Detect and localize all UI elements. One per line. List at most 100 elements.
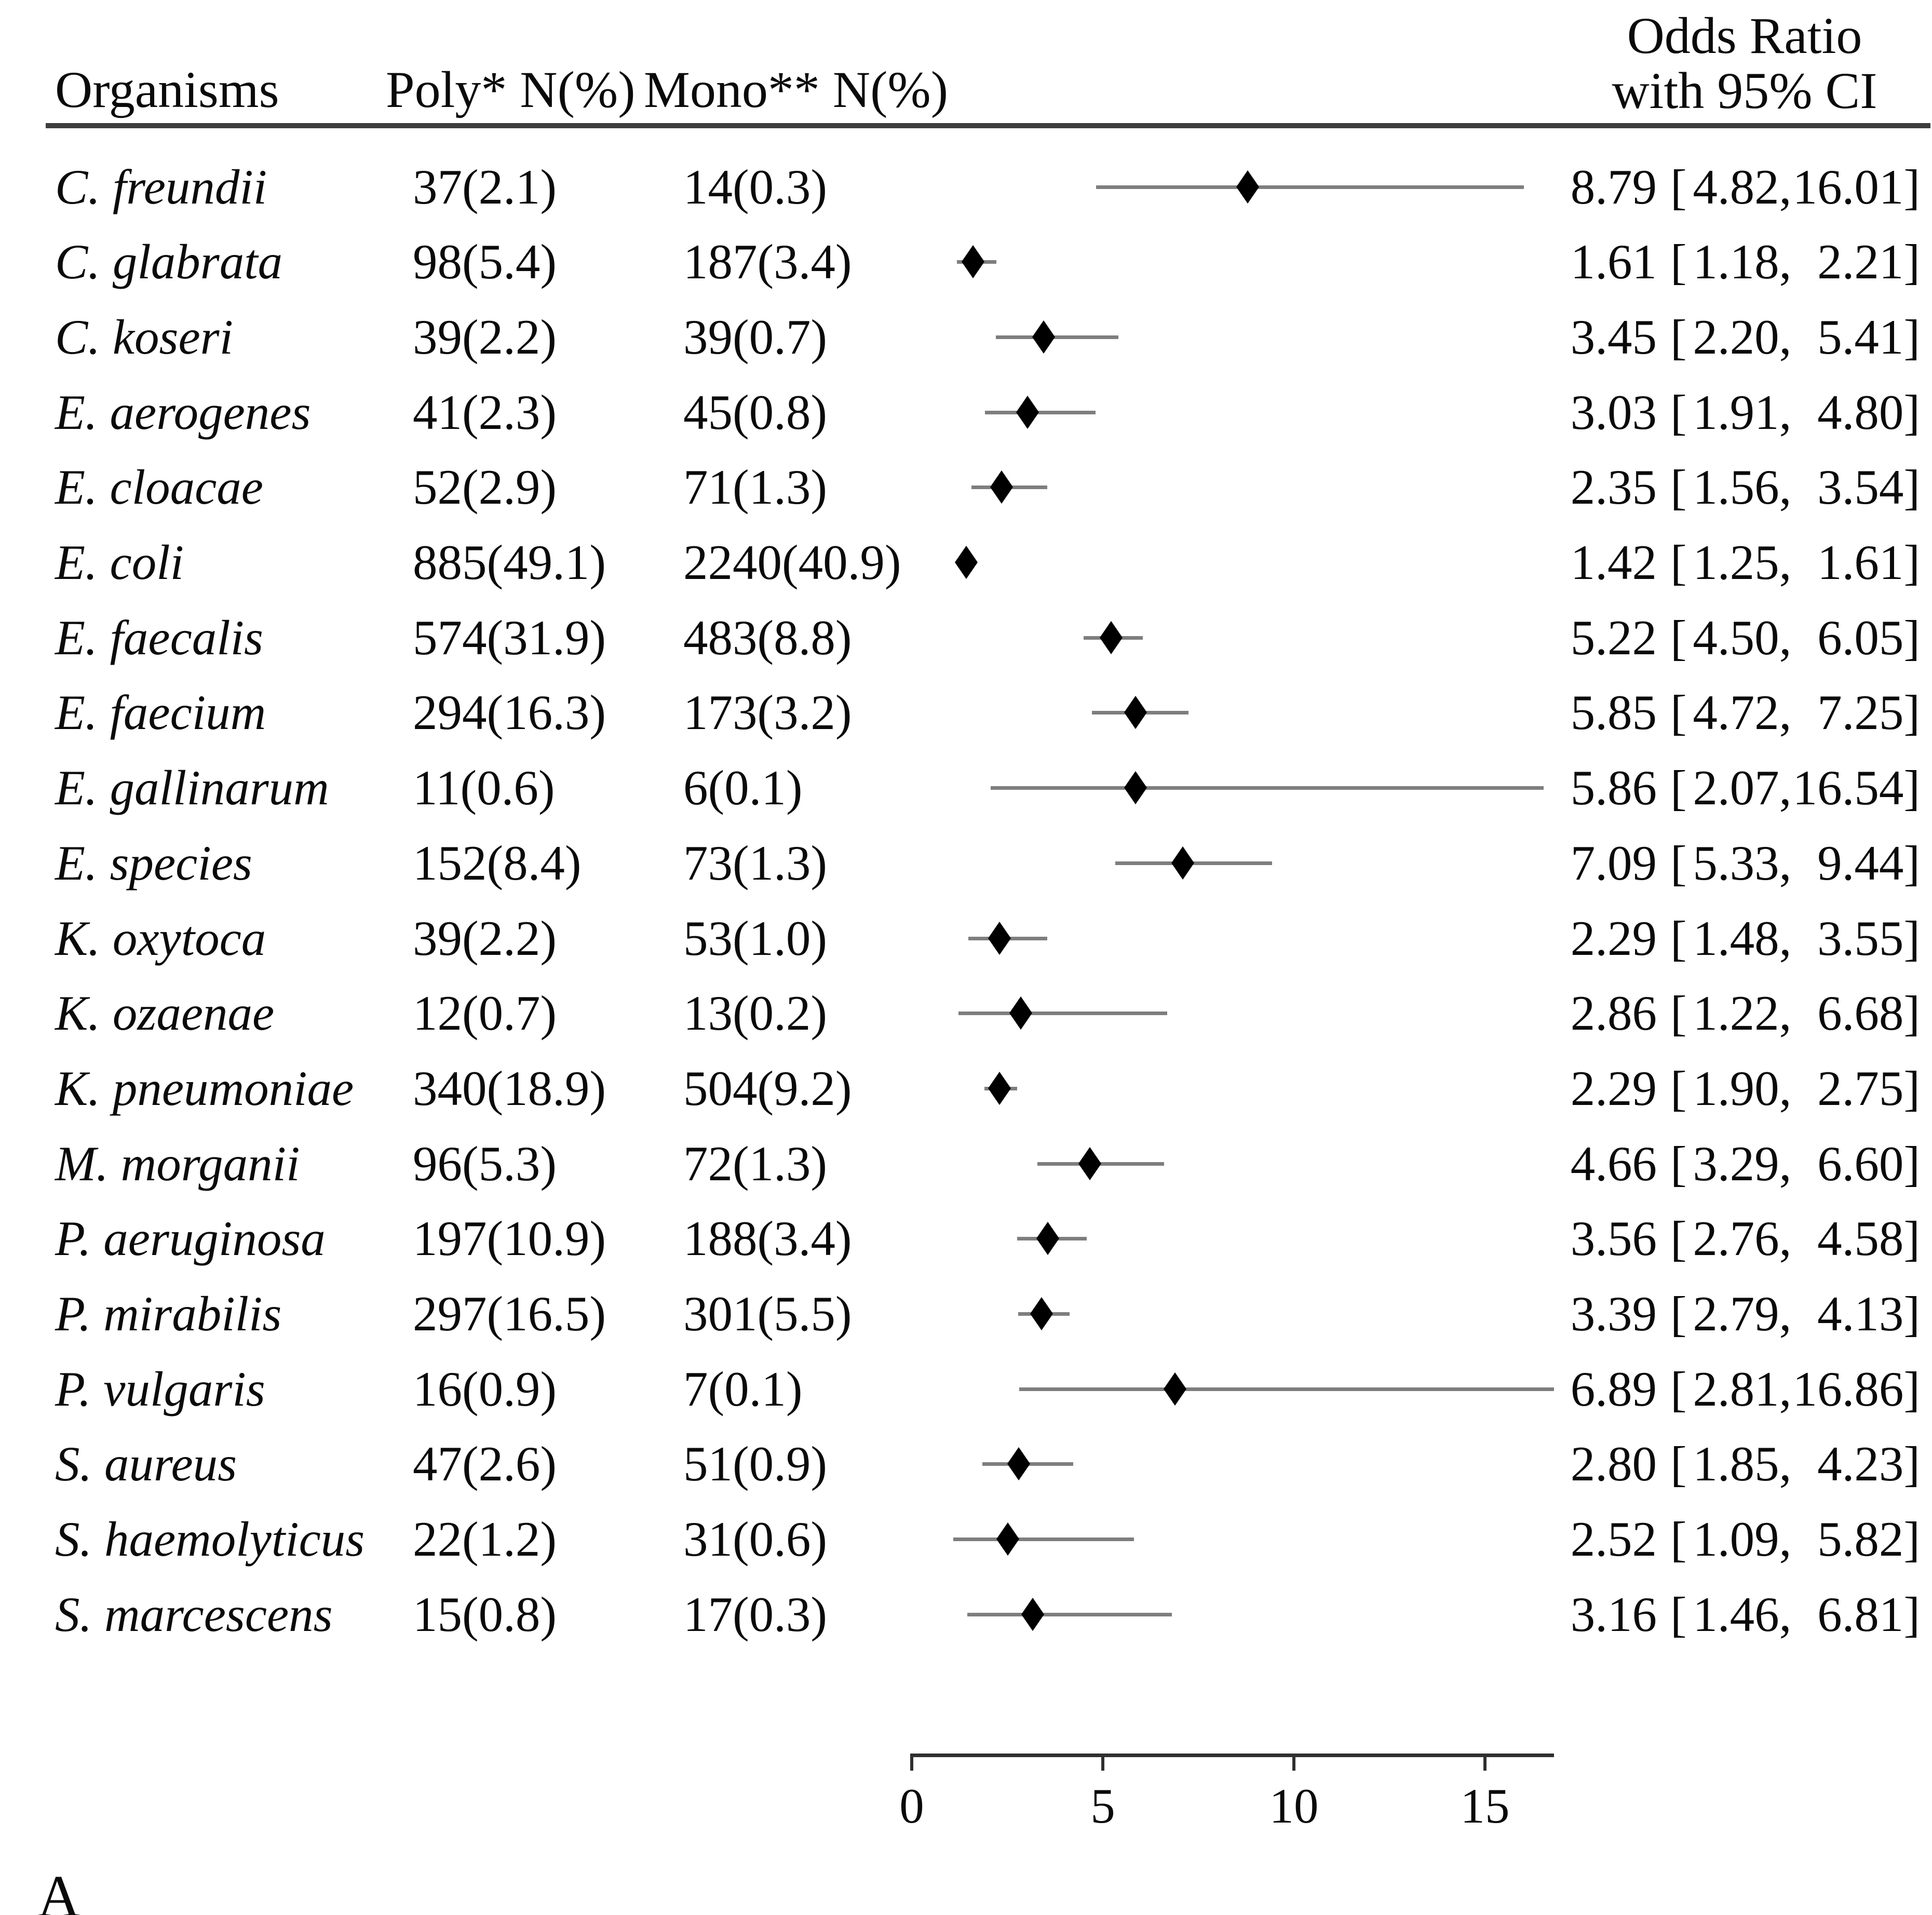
ci-low-value: 2.76 xyxy=(1693,1211,1779,1266)
or-diamond-marker xyxy=(1078,1147,1101,1180)
or-diamond-marker xyxy=(1164,1372,1186,1406)
x-axis-tick-label: 15 xyxy=(1460,1778,1510,1833)
open-bracket: [ xyxy=(1670,385,1687,440)
mono-count: 72(1.3) xyxy=(683,1136,828,1191)
or-ci-text: 2.29[1.48, 3.55] xyxy=(1570,901,1920,976)
poly-count: 41(2.3) xyxy=(413,385,557,440)
ci-high-value: 7.25 xyxy=(1817,685,1904,740)
table-row: P. mirabilis 297(16.5) 301(5.5) 3.39[2.79, 4… xyxy=(0,1276,1932,1352)
ci-high-value: 5.41 xyxy=(1817,309,1904,365)
table-row: M. morganii 96(5.3) 72(1.3) 4.66[3.29, 6.60] xyxy=(0,1126,1932,1202)
open-bracket: [ xyxy=(1670,986,1687,1041)
ci-low-value: 2.07 xyxy=(1693,760,1779,815)
ci-low-value: 5.33 xyxy=(1693,835,1779,891)
or-ci-text: 6.89[2.81, 16.86] xyxy=(1570,1352,1920,1427)
or-value: 3.56 xyxy=(1570,1211,1657,1266)
ci-low-value: 1.22 xyxy=(1693,986,1779,1041)
table-row: K. oxytoca 39(2.2) 53(1.0) 2.29[1.48, 3.55] xyxy=(0,901,1932,976)
comma: , xyxy=(1779,1436,1792,1491)
comma: , xyxy=(1779,535,1792,590)
close-bracket: ] xyxy=(1903,1361,1920,1417)
organism-name: S. haemolyticus xyxy=(55,1512,365,1567)
comma: , xyxy=(1779,685,1792,740)
organism-name: K. ozaenae xyxy=(55,986,275,1041)
poly-count: 16(0.9) xyxy=(413,1361,557,1417)
ci-low-value: 1.09 xyxy=(1693,1512,1779,1567)
or-ci-text: 2.52[1.09, 5.82] xyxy=(1570,1502,1920,1577)
open-bracket: [ xyxy=(1670,460,1687,515)
close-bracket: ] xyxy=(1903,986,1920,1041)
open-bracket: [ xyxy=(1670,760,1687,815)
open-bracket: [ xyxy=(1670,1587,1687,1642)
comma: , xyxy=(1779,1286,1792,1341)
ci-line xyxy=(996,335,1118,339)
or-value: 8.79 xyxy=(1570,159,1657,214)
comma: , xyxy=(1779,610,1792,665)
poly-count: 15(0.8) xyxy=(413,1587,557,1642)
x-axis-line xyxy=(912,1754,1554,1757)
poly-count: 12(0.7) xyxy=(413,986,557,1041)
table-row: P. aeruginosa 197(10.9) 188(3.4) 3.56[2.76,… xyxy=(0,1201,1932,1276)
poly-count: 96(5.3) xyxy=(413,1136,557,1191)
x-axis-tick xyxy=(1101,1754,1104,1771)
header-divider xyxy=(46,123,1930,128)
ci-low-value: 2.81 xyxy=(1693,1361,1779,1417)
ci-high-value: 2.21 xyxy=(1817,234,1904,289)
ci-high-value: 16.54 xyxy=(1792,760,1904,815)
or-value: 2.86 xyxy=(1570,986,1657,1041)
comma: , xyxy=(1779,1587,1792,1642)
table-row: C. glabrata 98(5.4) 187(3.4) 1.61[1.18, 2.21… xyxy=(0,224,1932,300)
or-diamond-marker xyxy=(1032,320,1055,354)
poly-count: 37(2.1) xyxy=(413,159,557,214)
ci-high-value: 6.68 xyxy=(1817,986,1904,1041)
mono-count: 14(0.3) xyxy=(683,159,828,214)
table-row: P. vulgaris 16(0.9) 7(0.1) 6.89[2.81, 16.86] xyxy=(0,1352,1932,1427)
or-ci-text: 3.03[1.91, 4.80] xyxy=(1570,375,1920,450)
column-header-organisms: Organisms xyxy=(55,61,279,118)
table-row: S. aureus 47(2.6) 51(0.9) 2.80[1.85, 4.23] xyxy=(0,1426,1932,1502)
or-diamond-marker xyxy=(1007,1447,1030,1480)
or-value: 1.42 xyxy=(1570,535,1657,590)
or-ci-text: 1.42[1.25, 1.61] xyxy=(1570,525,1920,600)
open-bracket: [ xyxy=(1670,685,1687,740)
ci-low-value: 1.18 xyxy=(1693,234,1779,289)
or-ci-text: 2.35[1.56, 3.54] xyxy=(1570,450,1920,525)
ci-line xyxy=(967,1613,1172,1616)
ci-low-value: 1.91 xyxy=(1693,385,1779,440)
odds-ratio-header-line2: with 95% CI xyxy=(1612,62,1877,119)
poly-count: 39(2.2) xyxy=(413,911,557,966)
mono-count: 301(5.5) xyxy=(683,1286,852,1341)
column-header-odds-ratio: Odds Ratio with 95% CI xyxy=(1589,8,1900,118)
table-row: E. cloacae 52(2.9) 71(1.3) 2.35[1.56, 3.54] xyxy=(0,450,1932,525)
close-bracket: ] xyxy=(1903,1136,1920,1191)
or-diamond-marker xyxy=(1016,396,1039,429)
column-header-poly: Poly* N(%) xyxy=(386,61,636,118)
organism-name: P. mirabilis xyxy=(55,1286,282,1341)
or-ci-text: 3.39[2.79, 4.13] xyxy=(1570,1276,1920,1352)
table-row: S. haemolyticus 22(1.2) 31(0.6) 2.52[1.09, 5… xyxy=(0,1502,1932,1577)
mono-count: 7(0.1) xyxy=(683,1361,803,1417)
table-row: K. ozaenae 12(0.7) 13(0.2) 2.86[1.22, 6.68] xyxy=(0,976,1932,1051)
or-diamond-marker xyxy=(962,245,984,278)
mono-count: 71(1.3) xyxy=(683,460,828,515)
or-diamond-marker xyxy=(1236,170,1259,204)
open-bracket: [ xyxy=(1670,1361,1687,1417)
ci-line xyxy=(991,786,1544,790)
open-bracket: [ xyxy=(1670,1211,1687,1266)
panel-label: A xyxy=(37,1864,81,1915)
table-row: E. faecalis 574(31.9) 483(8.8) 5.22[4.50, 6.… xyxy=(0,600,1932,676)
or-value: 3.03 xyxy=(1570,385,1657,440)
close-bracket: ] xyxy=(1903,610,1920,665)
poly-count: 52(2.9) xyxy=(413,460,557,515)
table-row: E. aerogenes 41(2.3) 45(0.8) 3.03[1.91, 4.80… xyxy=(0,375,1932,450)
or-diamond-marker xyxy=(1124,771,1147,804)
mono-count: 187(3.4) xyxy=(683,234,852,289)
or-value: 2.80 xyxy=(1570,1436,1657,1491)
ci-high-value: 2.75 xyxy=(1817,1061,1904,1116)
comma: , xyxy=(1779,911,1792,966)
close-bracket: ] xyxy=(1903,1587,1920,1642)
or-value: 2.35 xyxy=(1570,460,1657,515)
or-ci-text: 4.66[3.29, 6.60] xyxy=(1570,1126,1920,1202)
ci-high-value: 6.60 xyxy=(1817,1136,1904,1191)
x-axis-tick-label: 0 xyxy=(899,1778,924,1833)
